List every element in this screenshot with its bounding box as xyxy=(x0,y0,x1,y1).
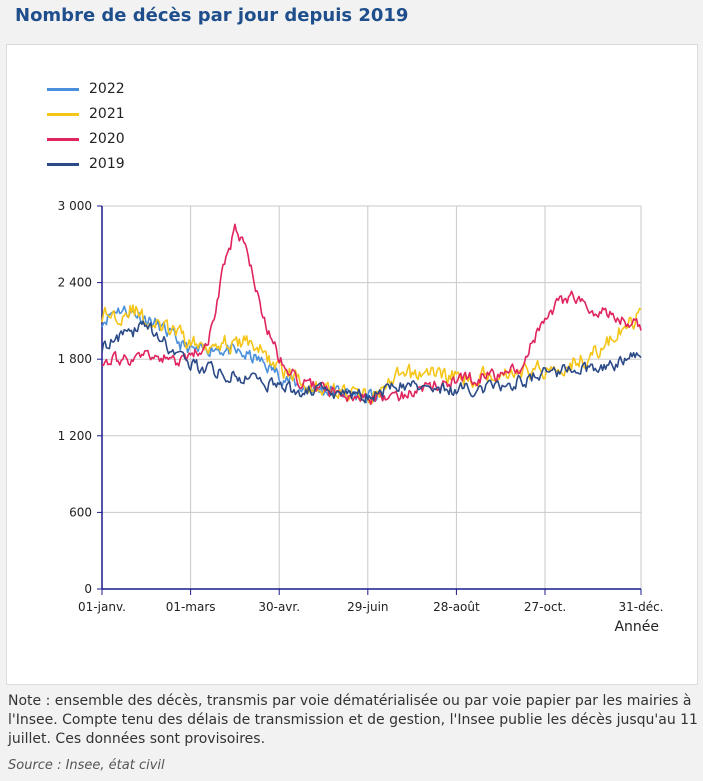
y-tick-label: 0 xyxy=(84,582,92,596)
x-tick-label: 01-mars xyxy=(166,600,216,614)
legend-swatch-2021 xyxy=(47,112,79,116)
line-chart: 0 600 1 200 1 800 2 400 3 000 01-janv. 01-mars 3… xyxy=(58,199,664,635)
chart-panel: 2022 2021 2020 2019 0 600 1 200 1 800 2 400 3… xyxy=(6,44,698,685)
y-tick-label: 600 xyxy=(69,505,92,519)
legend-item-2021[interactable]: 2021 xyxy=(47,104,125,124)
y-tick-label: 2 400 xyxy=(58,276,92,290)
legend-label-2022: 2022 xyxy=(89,81,125,97)
legend-label-2019: 2019 xyxy=(89,156,125,172)
legend-item-2022[interactable]: 2022 xyxy=(47,79,125,99)
x-tick-label: 27-oct. xyxy=(524,600,566,614)
legend-swatch-2022 xyxy=(47,87,79,91)
legend-swatch-2020 xyxy=(47,137,79,141)
chart-note: Note : ensemble des décès, transmis par … xyxy=(8,693,698,747)
series-line-2022 xyxy=(101,305,385,404)
x-tick-label: 31-déc. xyxy=(618,600,663,614)
series-line-2019 xyxy=(101,320,642,404)
x-axis-title: Année xyxy=(614,619,659,635)
series-line-2020 xyxy=(101,223,642,406)
legend-label-2021: 2021 xyxy=(89,106,125,122)
legend-swatch-2019 xyxy=(47,162,79,166)
x-tick-label: 30-avr. xyxy=(258,600,300,614)
legend-label-2020: 2020 xyxy=(89,131,125,147)
x-tick-label: 28-août xyxy=(433,600,480,614)
y-tick-label: 1 200 xyxy=(58,429,92,443)
y-tick-label: 1 800 xyxy=(58,352,92,366)
y-tick-label: 3 000 xyxy=(58,199,92,213)
legend-item-2020[interactable]: 2020 xyxy=(47,129,125,149)
chart-source: Source : Insee, état civil xyxy=(8,758,165,773)
legend-item-2019[interactable]: 2019 xyxy=(47,154,125,174)
chart-title: Nombre de décès par jour depuis 2019 xyxy=(15,5,409,26)
x-tick-label: 29-juin xyxy=(347,600,388,614)
x-tick-label: 01-janv. xyxy=(78,600,126,614)
